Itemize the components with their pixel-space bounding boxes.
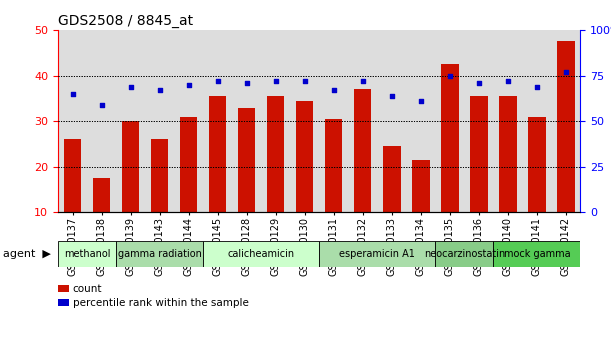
Bar <box>499 96 516 258</box>
Bar <box>464 30 494 212</box>
Bar <box>354 89 371 258</box>
Bar <box>122 121 139 258</box>
Text: agent  ▶: agent ▶ <box>3 249 51 259</box>
Bar <box>209 96 226 258</box>
Point <box>242 80 252 86</box>
Bar <box>435 241 494 267</box>
Text: methanol: methanol <box>64 249 111 259</box>
Point <box>184 82 194 87</box>
Bar <box>406 30 435 212</box>
Bar <box>93 178 110 258</box>
Bar <box>87 30 116 212</box>
Bar <box>412 160 430 258</box>
Point <box>474 80 484 86</box>
Bar <box>64 139 81 258</box>
Text: GDS2508 / 8845_at: GDS2508 / 8845_at <box>58 14 193 28</box>
Point <box>97 102 106 108</box>
Bar <box>319 30 348 212</box>
Point <box>561 69 571 75</box>
Bar <box>493 241 580 267</box>
Text: count: count <box>73 284 102 293</box>
Bar <box>180 117 197 258</box>
Bar <box>470 96 488 258</box>
Text: gamma radiation: gamma radiation <box>118 249 202 259</box>
Bar <box>522 30 552 212</box>
Point <box>271 78 280 84</box>
Text: calicheamicin: calicheamicin <box>228 249 295 259</box>
Bar <box>528 117 546 258</box>
Point <box>213 78 222 84</box>
Bar <box>203 30 232 212</box>
Bar <box>58 241 116 267</box>
Bar <box>383 146 401 258</box>
Bar <box>232 30 262 212</box>
Point <box>503 78 513 84</box>
Bar <box>238 108 255 258</box>
Bar <box>435 30 464 212</box>
Bar <box>296 101 313 258</box>
Bar <box>493 30 522 212</box>
Bar <box>552 30 580 212</box>
Point <box>126 84 136 90</box>
Text: esperamicin A1: esperamicin A1 <box>339 249 415 259</box>
Bar <box>145 30 174 212</box>
Bar <box>319 241 435 267</box>
Bar <box>203 241 320 267</box>
Text: mock gamma: mock gamma <box>503 249 570 259</box>
Bar <box>174 30 203 212</box>
Point <box>300 78 310 84</box>
Point <box>68 91 78 97</box>
Bar <box>348 30 377 212</box>
Point <box>387 93 397 98</box>
Bar <box>325 119 342 258</box>
Point <box>329 87 338 93</box>
Point <box>155 87 164 93</box>
Bar <box>151 139 169 258</box>
Text: neocarzinostatin: neocarzinostatin <box>424 249 505 259</box>
Bar <box>441 64 458 258</box>
Bar <box>116 30 145 212</box>
Bar <box>267 96 285 258</box>
Bar <box>262 30 290 212</box>
Point <box>358 78 368 84</box>
Point <box>416 98 426 104</box>
Bar <box>378 30 406 212</box>
Bar <box>290 30 320 212</box>
Point <box>532 84 542 90</box>
Text: percentile rank within the sample: percentile rank within the sample <box>73 298 249 308</box>
Bar <box>116 241 203 267</box>
Bar <box>58 30 87 212</box>
Bar <box>557 41 574 258</box>
Point <box>445 73 455 79</box>
